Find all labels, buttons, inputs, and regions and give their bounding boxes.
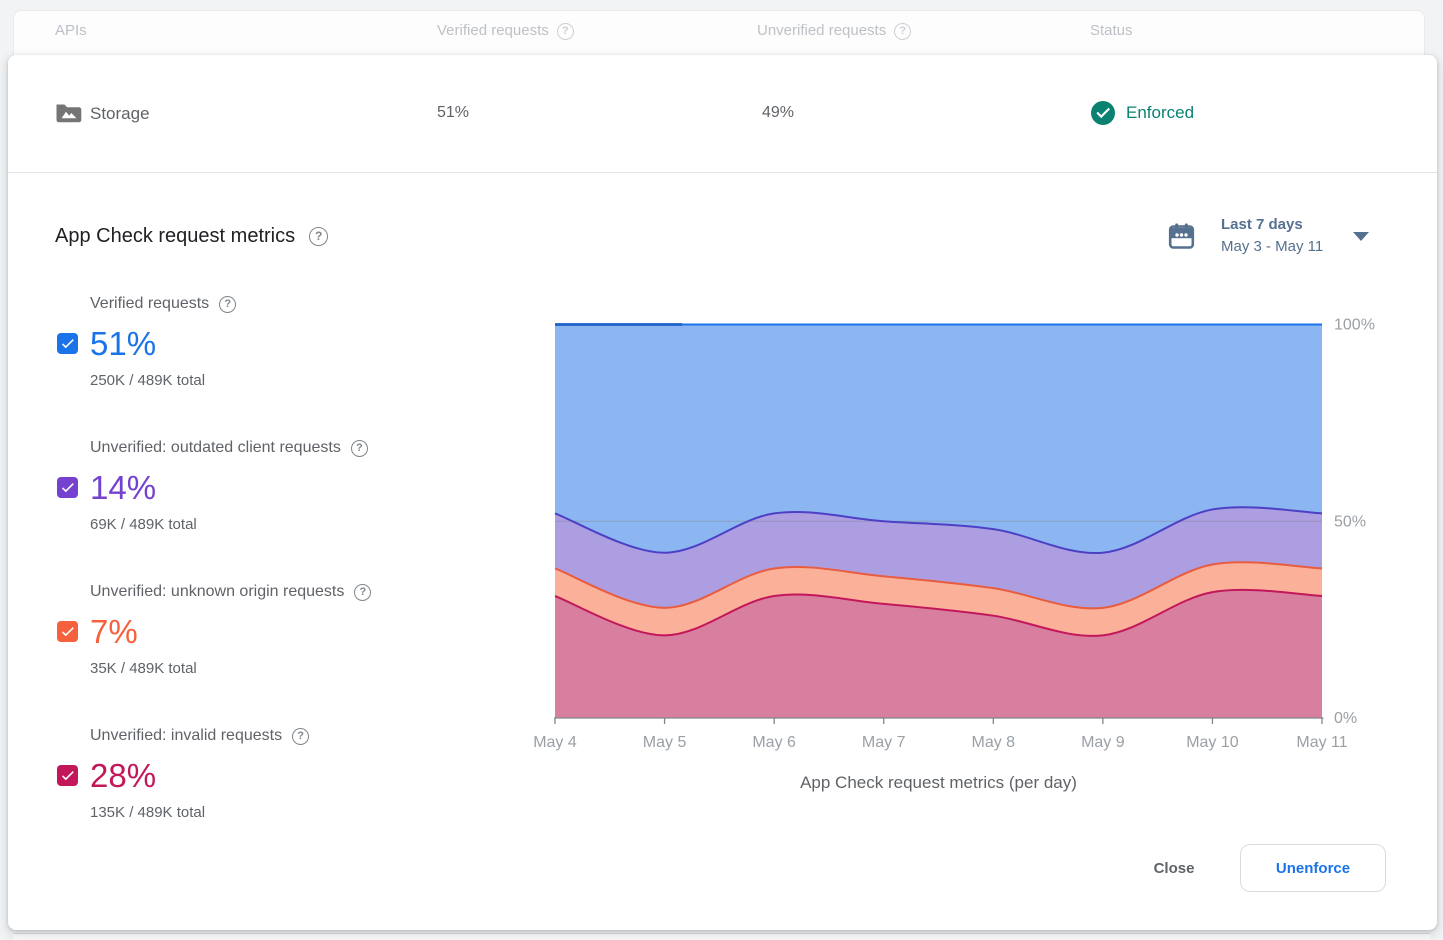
x-tick-label: May 9	[1081, 734, 1125, 751]
panel-title-row: App Check request metrics	[55, 222, 329, 250]
chart-line-0	[554, 588, 1323, 637]
x-tick-label: May 4	[533, 734, 577, 751]
x-tick-label: May 8	[971, 734, 1015, 751]
status-badge: Enforced	[1090, 100, 1194, 126]
column-header-status-label: Status	[1090, 22, 1133, 39]
help-icon[interactable]	[350, 439, 368, 457]
calendar-icon	[1168, 222, 1195, 250]
x-tick-label: May 10	[1186, 734, 1239, 751]
legend-verified-label-row: Verified requests	[90, 294, 237, 314]
chart-line-1	[554, 561, 1323, 610]
column-header-apis-label: APIs	[55, 22, 87, 39]
column-header-unverified-label: Unverified requests	[757, 22, 887, 39]
legend-outdated-checkbox[interactable]	[57, 477, 78, 498]
api-row-unverified-pct: 49%	[762, 104, 795, 121]
y-tick-label: 100%	[1334, 317, 1375, 334]
y-tick-label: 0%	[1334, 710, 1357, 727]
legend-verified-total: 250K / 489K total	[90, 372, 206, 389]
help-icon[interactable]	[556, 22, 574, 40]
legend-verified-label: Verified requests	[90, 295, 210, 312]
x-tick-label: May 7	[862, 734, 906, 751]
legend-outdated-label-row: Unverified: outdated client requests	[90, 438, 368, 458]
column-header-unverified: Unverified requests	[757, 22, 912, 40]
status-badge-label: Enforced	[1126, 103, 1195, 122]
legend-outdated-label: Unverified: outdated client requests	[90, 439, 341, 456]
column-header-status: Status	[1090, 22, 1133, 40]
panel-title: App Check request metrics	[55, 225, 296, 247]
legend-invalid-total: 135K / 489K total	[90, 804, 206, 821]
divider	[8, 172, 1437, 173]
help-icon[interactable]	[309, 226, 329, 246]
chart-area-0	[555, 589, 1322, 718]
x-tick-label: May 6	[752, 734, 796, 751]
help-icon[interactable]	[219, 295, 237, 313]
enforced-check-icon	[1090, 100, 1116, 126]
api-row-name[interactable]: Storage	[90, 104, 150, 123]
column-header-apis: APIs	[55, 22, 87, 40]
y-tick-label: 50%	[1334, 513, 1366, 530]
legend-outdated-percent: 14%	[90, 469, 157, 506]
chart-line-2	[554, 506, 1323, 555]
help-icon[interactable]	[894, 22, 912, 40]
legend-verified-checkbox[interactable]	[57, 333, 78, 354]
legend-invalid-percent: 28%	[90, 757, 157, 794]
legend-unknown-origin-label-row: Unverified: unknown origin requests	[90, 582, 372, 602]
api-row-verified-pct: 51%	[437, 104, 470, 121]
chevron-down-icon	[1353, 231, 1370, 241]
legend-invalid-checkbox[interactable]	[57, 765, 78, 786]
storage-folder-icon	[55, 101, 82, 129]
legend-invalid-label-row: Unverified: invalid requests	[90, 726, 310, 746]
next-table-row-edge	[13, 933, 1430, 940]
x-tick-label: May 11	[1296, 734, 1347, 751]
legend-unknown-origin-total: 35K / 489K total	[90, 660, 197, 677]
date-range-text: Last 7 days May 3 - May 11	[1221, 214, 1323, 258]
help-icon[interactable]	[354, 583, 372, 601]
column-header-verified-label: Verified requests	[437, 22, 549, 39]
legend-invalid-label: Unverified: invalid requests	[90, 727, 283, 744]
date-range-primary: Last 7 days	[1221, 216, 1303, 233]
date-range-picker[interactable]: Last 7 days May 3 - May 11	[1168, 210, 1388, 262]
legend-verified-percent: 51%	[90, 325, 157, 362]
legend-unknown-origin-label: Unverified: unknown origin requests	[90, 583, 345, 600]
x-tick-label: May 5	[643, 734, 687, 751]
date-range-dates: May 3 - May 11	[1221, 238, 1324, 255]
legend-unknown-origin-checkbox[interactable]	[57, 621, 78, 642]
column-header-verified: Verified requests	[437, 22, 574, 40]
chart-caption: App Check request metrics (per day)	[800, 773, 1077, 792]
close-button[interactable]: Close	[1137, 846, 1211, 890]
help-icon[interactable]	[292, 727, 310, 745]
unenforce-button[interactable]: Unenforce	[1240, 844, 1386, 892]
legend-outdated-total: 69K / 489K total	[90, 516, 197, 533]
legend-unknown-origin-percent: 7%	[90, 613, 138, 650]
